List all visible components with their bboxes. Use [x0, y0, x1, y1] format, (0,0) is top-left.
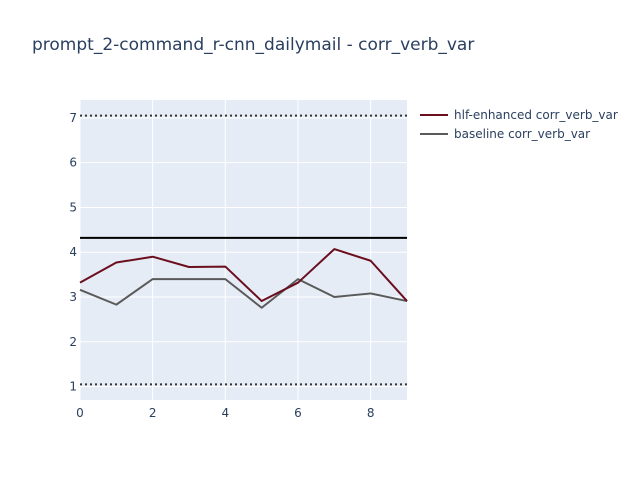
series-line-0 — [79, 248, 408, 303]
legend-item-1[interactable]: baseline corr_verb_var — [420, 127, 590, 141]
series-lines — [79, 248, 408, 309]
chart-title: prompt_2-command_r-cnn_dailymail - corr_… — [32, 35, 474, 55]
legend-label: hlf-enhanced corr_verb_var — [454, 108, 618, 122]
y-tick-label: 6 — [69, 156, 77, 170]
y-tick-label: 5 — [69, 200, 77, 214]
x-tick-label: 6 — [294, 406, 302, 420]
reference-lines — [80, 114, 407, 386]
y-tick-label: 2 — [69, 335, 77, 349]
legend-item-0[interactable]: hlf-enhanced corr_verb_var — [420, 108, 618, 122]
y-tick-label: 7 — [69, 111, 77, 125]
y-tick-label: 1 — [69, 380, 77, 394]
x-tick-label: 0 — [76, 406, 84, 420]
x-axis-ticks: 0 2 4 6 8 — [76, 406, 374, 420]
legend-label: baseline corr_verb_var — [454, 127, 590, 141]
x-tick-label: 4 — [222, 406, 230, 420]
grid — [79, 100, 407, 400]
y-tick-label: 4 — [69, 245, 77, 259]
x-tick-label: 8 — [367, 406, 375, 420]
plot-area — [80, 100, 407, 400]
x-tick-label: 2 — [149, 406, 157, 420]
legend[interactable]: hlf-enhanced corr_verb_var baseline corr_… — [420, 108, 618, 141]
y-tick-label: 3 — [69, 290, 77, 304]
series-line-1 — [79, 278, 408, 309]
y-axis-ticks: 1 2 3 4 5 6 7 — [69, 111, 77, 394]
